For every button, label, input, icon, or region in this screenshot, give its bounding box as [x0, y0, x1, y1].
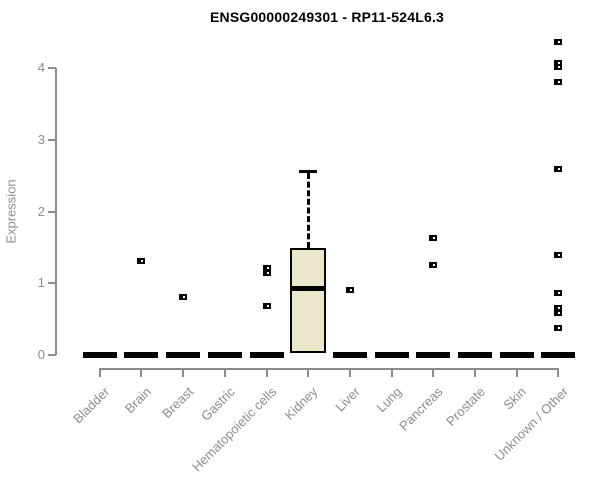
x-axis-tick — [307, 367, 310, 377]
outlier-point — [262, 270, 271, 277]
x-tick-label: Brain — [122, 384, 155, 417]
outlier-point-notch — [558, 254, 561, 257]
outlier-point-notch — [558, 306, 561, 309]
y-axis-tick — [48, 138, 56, 141]
outlier-point-notch — [558, 326, 561, 329]
zero-boxplot-bar — [332, 352, 367, 358]
x-axis-tick — [432, 367, 435, 377]
x-axis-tick — [223, 367, 226, 377]
y-tick-label: 3 — [37, 131, 45, 147]
outlier-point — [554, 79, 563, 86]
iqr-box — [290, 248, 327, 353]
x-axis-tick — [265, 367, 268, 377]
x-axis-tick — [182, 367, 185, 377]
outlier-point-notch — [558, 41, 561, 44]
outlier-point-notch — [266, 272, 269, 275]
y-axis-tick — [48, 282, 56, 285]
zero-boxplot-bar — [207, 352, 242, 358]
outlier-point-notch — [141, 260, 144, 262]
outlier-point-notch — [558, 292, 561, 295]
outlier-point — [554, 324, 563, 331]
zero-boxplot-bar — [249, 352, 284, 358]
x-axis-tick — [557, 367, 560, 377]
outlier-point — [262, 303, 271, 310]
x-axis-line — [99, 367, 559, 370]
outlier-point-notch — [349, 288, 352, 291]
outlier-point-notch — [183, 295, 186, 298]
y-tick-label: 0 — [37, 347, 45, 362]
y-tick-label: 1 — [37, 275, 45, 291]
outlier-point — [429, 262, 438, 269]
x-axis-tick — [98, 367, 101, 377]
outlier-point — [137, 258, 146, 264]
outlier-point-notch — [558, 66, 561, 69]
x-tick-label: Breast — [158, 384, 196, 422]
outlier-point — [262, 265, 271, 272]
x-axis-tick — [348, 367, 351, 377]
y-axis-tick — [48, 210, 56, 213]
outlier-point-notch — [266, 267, 269, 270]
outlier-point — [554, 59, 563, 66]
x-tick-label: Gastric — [197, 384, 238, 424]
outlier-point-notch — [433, 237, 436, 240]
x-tick-label: Prostate — [442, 384, 488, 429]
upper-whisker-cap — [299, 170, 318, 174]
outlier-point — [429, 235, 438, 242]
median-line — [290, 286, 327, 292]
zero-boxplot-bar — [166, 352, 201, 358]
outlier-point — [179, 293, 188, 300]
x-tick-label: Unknown / Other — [491, 384, 571, 464]
x-axis-tick — [473, 367, 476, 377]
outlier-point — [554, 309, 563, 316]
outlier-point-notch — [558, 81, 561, 84]
outlier-point — [554, 39, 563, 46]
x-tick-label: Liver — [331, 384, 363, 415]
y-axis-line — [55, 68, 57, 355]
x-tick-label: Skin — [500, 384, 530, 413]
x-axis-tick — [515, 367, 518, 377]
zero-boxplot-bar — [499, 352, 534, 358]
y-tick-label: 2 — [37, 203, 45, 219]
outlier-point-notch — [433, 264, 436, 267]
outlier-point — [554, 166, 563, 173]
x-tick-label: Pancreas — [396, 384, 446, 434]
x-axis-tick — [390, 367, 393, 377]
zero-boxplot-bar — [541, 352, 576, 358]
outlier-point — [345, 286, 354, 293]
outlier-point-notch — [558, 168, 561, 171]
y-axis-tick — [48, 67, 56, 69]
outlier-point-notch — [558, 61, 561, 64]
outlier-point-notch — [266, 305, 269, 308]
x-tick-label: Kidney — [282, 384, 321, 423]
zero-boxplot-bar — [457, 352, 492, 358]
zero-boxplot-bar — [416, 352, 451, 358]
zero-boxplot-bar — [82, 352, 117, 358]
x-tick-label: Lung — [373, 384, 405, 416]
outlier-point — [554, 290, 563, 297]
outlier-point — [554, 252, 563, 259]
x-axis-tick — [140, 367, 143, 377]
outlier-point — [554, 64, 563, 71]
outlier-point — [554, 304, 563, 311]
zero-boxplot-bar — [374, 352, 409, 358]
y-axis-tick — [48, 354, 56, 356]
x-tick-label: Bladder — [70, 384, 113, 427]
outlier-point-notch — [558, 311, 561, 314]
zero-boxplot-bar — [124, 352, 159, 358]
chart-title: ENSG00000249301 - RP11-524L6.3 — [209, 9, 445, 25]
y-tick-label: 4 — [37, 60, 45, 75]
upper-whisker — [306, 173, 310, 249]
